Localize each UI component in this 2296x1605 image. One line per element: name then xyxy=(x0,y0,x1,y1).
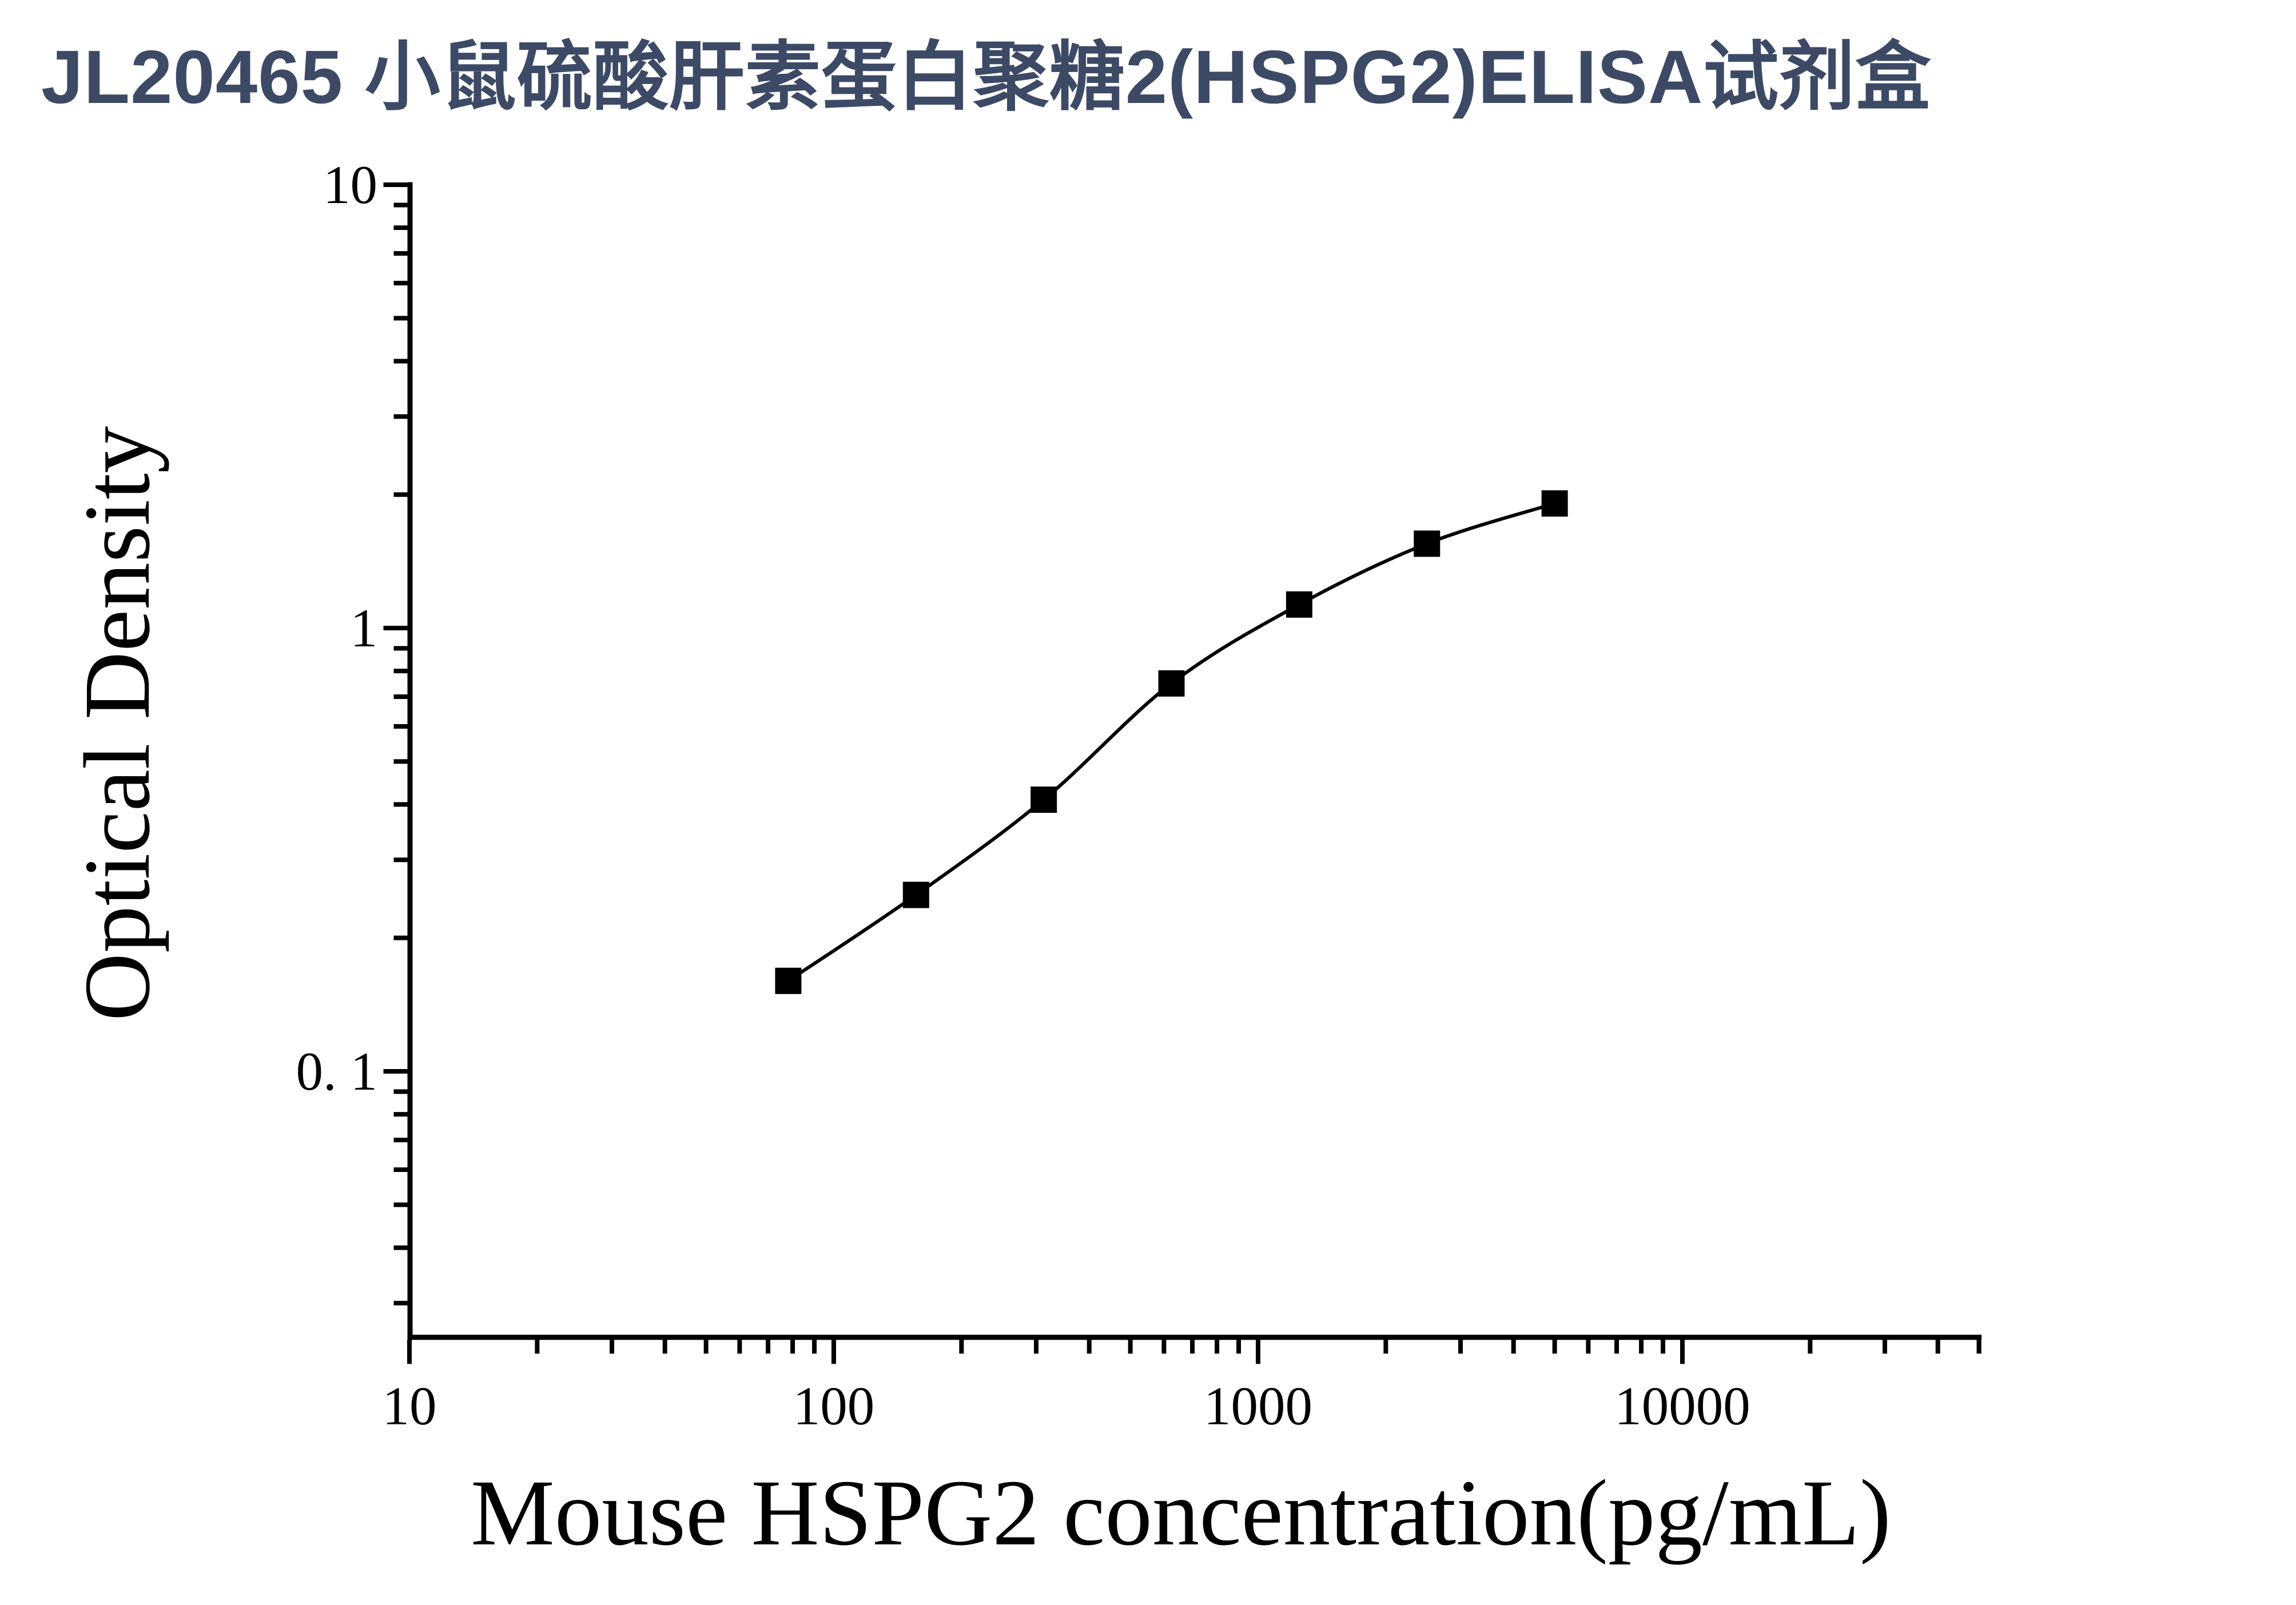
x-major-tick xyxy=(407,1340,412,1364)
y-minor-tick xyxy=(393,759,408,764)
y-minor-tick xyxy=(393,359,408,364)
y-axis-line xyxy=(407,182,413,1340)
x-minor-tick xyxy=(535,1340,540,1354)
x-minor-tick xyxy=(1883,1340,1888,1354)
x-minor-tick xyxy=(1087,1340,1092,1354)
y-minor-tick xyxy=(393,1301,408,1306)
data-point-marker xyxy=(1286,591,1312,618)
x-minor-tick xyxy=(1552,1340,1557,1354)
y-minor-tick xyxy=(393,1089,408,1094)
y-tick-label: 1 xyxy=(351,598,378,658)
y-minor-tick xyxy=(393,694,408,700)
x-minor-tick xyxy=(610,1340,615,1354)
y-minor-tick xyxy=(393,857,408,863)
y-minor-tick xyxy=(393,414,408,419)
x-minor-tick xyxy=(959,1340,964,1354)
x-minor-tick xyxy=(1586,1340,1591,1354)
data-point-marker xyxy=(902,881,929,908)
y-minor-tick xyxy=(393,1245,408,1250)
y-minor-tick xyxy=(393,802,408,807)
x-tick-label: 10 xyxy=(383,1376,437,1436)
standard-curve-line xyxy=(787,502,1555,983)
y-minor-tick xyxy=(393,669,408,674)
x-tick-label: 100 xyxy=(793,1376,875,1436)
y-minor-tick xyxy=(393,316,408,321)
x-minor-tick xyxy=(1808,1340,1813,1354)
x-major-tick xyxy=(831,1340,836,1364)
x-major-tick xyxy=(1680,1340,1685,1364)
y-minor-tick xyxy=(393,935,408,940)
x-minor-tick xyxy=(1976,1340,1981,1354)
y-major-tick xyxy=(383,182,408,187)
data-point-marker xyxy=(775,967,802,994)
x-minor-tick xyxy=(737,1340,742,1354)
y-minor-tick xyxy=(393,225,408,231)
x-minor-tick xyxy=(1190,1340,1195,1354)
x-minor-tick xyxy=(662,1340,667,1354)
x-tick-label: 10000 xyxy=(1614,1376,1750,1436)
x-minor-tick xyxy=(1511,1340,1516,1354)
x-minor-tick xyxy=(1034,1340,1039,1354)
y-minor-tick xyxy=(393,724,408,729)
chart-title: JL20465 小鼠硫酸肝素蛋白聚糖2(HSPG2)ELISA试剂盒 xyxy=(41,35,1932,119)
x-minor-tick xyxy=(1458,1340,1463,1354)
y-minor-tick xyxy=(393,1167,408,1172)
data-point-marker xyxy=(1541,490,1568,517)
y-minor-tick xyxy=(393,646,408,651)
y-major-tick xyxy=(383,1069,408,1074)
x-axis-title: Mouse HSPG2 concentration(pg/mL) xyxy=(471,1460,1891,1565)
x-minor-tick xyxy=(790,1340,795,1354)
y-minor-tick xyxy=(393,1202,408,1207)
y-tick-label: 10 xyxy=(323,154,377,215)
y-tick-label: 0. 1 xyxy=(296,1041,378,1102)
y-minor-tick xyxy=(393,280,408,285)
x-minor-tick xyxy=(1614,1340,1619,1354)
x-minor-tick xyxy=(1383,1340,1388,1354)
x-minor-tick xyxy=(766,1340,771,1354)
data-point-marker xyxy=(1158,670,1185,697)
x-minor-tick xyxy=(1161,1340,1167,1354)
y-major-tick xyxy=(383,626,408,630)
x-tick-label: 1000 xyxy=(1204,1376,1312,1436)
x-minor-tick xyxy=(1639,1340,1644,1354)
x-minor-tick xyxy=(1128,1340,1133,1354)
x-minor-tick xyxy=(703,1340,709,1354)
data-point-marker xyxy=(1030,786,1057,813)
x-minor-tick xyxy=(1935,1340,1940,1354)
y-minor-tick xyxy=(393,1138,408,1143)
y-minor-tick xyxy=(393,251,408,256)
x-axis-line xyxy=(407,1334,1982,1340)
y-minor-tick xyxy=(393,1112,408,1117)
x-minor-tick xyxy=(812,1340,817,1354)
x-minor-tick xyxy=(1215,1340,1220,1354)
data-point-marker xyxy=(1414,530,1441,557)
x-minor-tick xyxy=(1661,1340,1666,1354)
y-minor-tick xyxy=(393,202,408,208)
x-minor-tick xyxy=(1236,1340,1241,1354)
y-minor-tick xyxy=(393,492,408,497)
x-major-tick xyxy=(1256,1340,1260,1364)
